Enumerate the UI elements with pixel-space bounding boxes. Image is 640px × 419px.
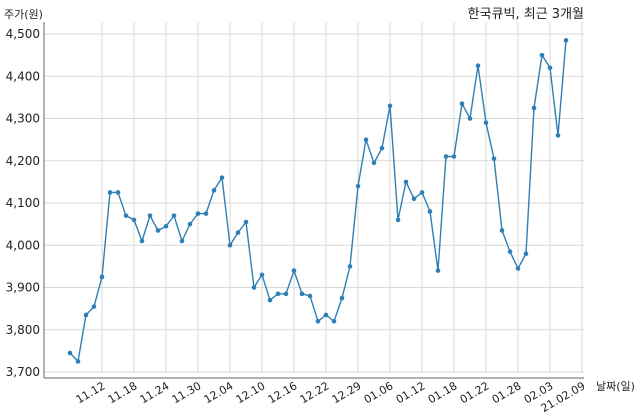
x-tick-labels: 11.1211.1811.2411.3012.0412.1012.1612.22… bbox=[74, 379, 588, 415]
data-point bbox=[523, 251, 529, 256]
data-point bbox=[499, 228, 505, 233]
data-point bbox=[411, 196, 417, 202]
data-point bbox=[403, 179, 409, 185]
x-tick-label: 11.24 bbox=[138, 379, 172, 406]
axes bbox=[43, 22, 584, 379]
price-line bbox=[69, 40, 567, 363]
data-point bbox=[67, 350, 73, 356]
x-tick-label: 12.22 bbox=[298, 379, 332, 406]
data-point bbox=[467, 116, 473, 121]
data-point bbox=[435, 268, 441, 273]
data-point bbox=[475, 63, 481, 68]
data-point bbox=[219, 175, 225, 180]
x-tick-label: 12.04 bbox=[202, 379, 236, 406]
y-tick-label: 3,900 bbox=[6, 281, 40, 295]
y-tick-labels: 3,700 3,800 3,900 4,000 4,100 4,200 4,300 4,400… bbox=[6, 27, 40, 379]
data-point bbox=[147, 213, 153, 218]
data-point bbox=[211, 188, 217, 193]
data-point bbox=[155, 228, 161, 233]
data-point bbox=[139, 238, 145, 244]
data-point bbox=[419, 190, 425, 195]
data-point bbox=[179, 238, 185, 244]
data-point bbox=[539, 52, 545, 58]
x-tick-label: 12.10 bbox=[234, 379, 268, 406]
y-tick-label: 4,100 bbox=[6, 196, 40, 210]
y-tick-label: 4,000 bbox=[6, 238, 40, 252]
data-point bbox=[171, 213, 177, 218]
y-tick-label: 4,300 bbox=[6, 112, 40, 126]
data-point bbox=[339, 295, 345, 301]
data-point bbox=[99, 274, 105, 280]
data-point bbox=[91, 304, 97, 309]
data-point bbox=[131, 217, 137, 223]
data-point bbox=[347, 264, 353, 269]
price-series bbox=[67, 38, 569, 364]
x-tick-label: 11.18 bbox=[106, 379, 140, 406]
chart-title: 한국큐빅, 최근 3개월 bbox=[468, 7, 584, 22]
x-tick-label: 01.22 bbox=[458, 379, 492, 406]
data-point bbox=[315, 319, 321, 324]
data-point bbox=[75, 359, 81, 364]
x-axis-label: 날짜(일) bbox=[596, 379, 635, 393]
data-point bbox=[115, 190, 121, 195]
data-point bbox=[187, 221, 193, 227]
x-tick-label: 01.06 bbox=[362, 379, 396, 406]
x-tick-label: 12.16 bbox=[266, 379, 300, 406]
data-point bbox=[371, 160, 377, 166]
data-point bbox=[123, 213, 129, 218]
data-point bbox=[483, 120, 489, 126]
x-tick-label: 11.12 bbox=[74, 379, 108, 406]
data-point bbox=[307, 293, 313, 299]
y-tick-label: 4,400 bbox=[6, 69, 40, 83]
grid bbox=[44, 22, 584, 373]
data-point bbox=[331, 319, 337, 324]
data-point bbox=[451, 154, 457, 159]
data-point bbox=[379, 145, 385, 151]
y-tick-label: 3,800 bbox=[6, 323, 40, 337]
data-point bbox=[515, 266, 521, 271]
y-tick-label: 3,700 bbox=[6, 365, 40, 379]
data-point bbox=[507, 249, 513, 254]
data-point bbox=[387, 103, 393, 109]
data-point bbox=[291, 268, 297, 273]
data-point bbox=[251, 285, 257, 290]
data-point bbox=[459, 101, 465, 107]
data-point bbox=[107, 190, 113, 195]
data-point bbox=[427, 209, 433, 214]
x-tick-label: 12.29 bbox=[330, 379, 364, 406]
data-point bbox=[547, 65, 553, 71]
x-tick-label: 01.12 bbox=[394, 379, 428, 406]
data-point bbox=[163, 223, 169, 229]
data-point bbox=[443, 154, 449, 159]
y-tick-label: 4,200 bbox=[6, 154, 40, 168]
data-point bbox=[323, 312, 329, 318]
data-point bbox=[555, 133, 561, 138]
data-point bbox=[243, 219, 249, 225]
data-point bbox=[83, 312, 89, 318]
data-point bbox=[203, 211, 209, 216]
data-point bbox=[275, 291, 281, 297]
data-point bbox=[563, 38, 569, 43]
data-point bbox=[355, 183, 361, 189]
y-tick-label: 4,500 bbox=[6, 27, 40, 41]
x-tick-label: 11.30 bbox=[170, 379, 204, 406]
data-point bbox=[531, 105, 537, 111]
data-point bbox=[267, 297, 273, 303]
data-point bbox=[259, 272, 265, 278]
data-point bbox=[299, 291, 305, 297]
x-tick-label: 01.18 bbox=[426, 379, 460, 406]
data-point bbox=[235, 230, 241, 235]
data-point bbox=[195, 211, 201, 216]
y-axis-label: 주가(원) bbox=[4, 8, 43, 21]
data-point bbox=[363, 137, 369, 142]
data-point bbox=[395, 217, 401, 223]
data-point bbox=[283, 291, 289, 297]
x-tick-label: 01.28 bbox=[490, 379, 524, 406]
data-point bbox=[491, 156, 497, 161]
data-point bbox=[227, 242, 233, 248]
